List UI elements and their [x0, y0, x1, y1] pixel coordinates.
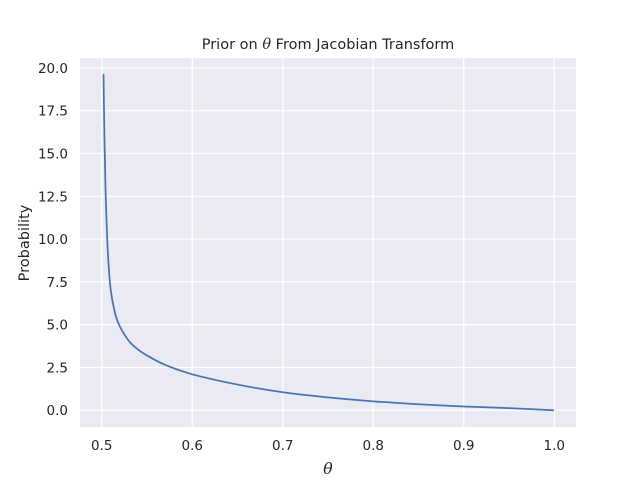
x-tick-labels: 0.5 0.6 0.7 0.8 0.9 1.0: [91, 438, 565, 454]
x-tick-label: 0.6: [181, 438, 202, 454]
plot-background: [80, 58, 576, 427]
x-tick-label: 0.5: [91, 438, 112, 454]
y-tick-label: 15.0: [38, 147, 68, 163]
series-line: [102, 73, 555, 412]
y-tick-label: 2.5: [47, 360, 68, 376]
x-grid-lines: [101, 58, 555, 427]
chart-title-prefix: Prior on: [202, 37, 263, 53]
chart-title: Prior on θ From Jacobian Transform: [202, 37, 455, 53]
y-tick-label: 0.0: [47, 403, 68, 419]
y-tick-label: 17.5: [38, 104, 68, 120]
y-tick-label: 20.0: [38, 61, 68, 77]
x-tick-label: 0.7: [272, 438, 293, 454]
x-tick-label: 1.0: [544, 438, 565, 454]
y-tick-label: 10.0: [38, 232, 68, 248]
chart-title-suffix: From Jacobian Transform: [271, 37, 454, 53]
x-tick-label: 0.9: [453, 438, 474, 454]
x-axis-label: θ: [323, 459, 333, 478]
y-grid-lines: [80, 67, 576, 411]
y-tick-label: 12.5: [38, 189, 68, 205]
y-axis-label: Probability: [17, 204, 33, 281]
y-tick-label: 7.5: [47, 275, 68, 291]
y-tick-labels: 0.0 2.5 5.0 7.5 10.0 12.5 15.0 17.5 20.0: [38, 61, 68, 419]
chart-title-theta: θ: [262, 37, 271, 53]
x-tick-label: 0.8: [363, 438, 384, 454]
y-tick-label: 5.0: [47, 318, 68, 334]
